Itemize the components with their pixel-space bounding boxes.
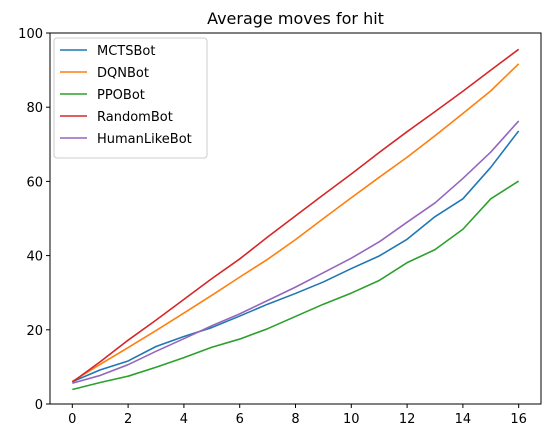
y-tick-label: 60 — [26, 175, 43, 190]
x-tick-label: 4 — [180, 412, 188, 427]
legend-label-mctsbot: MCTSBot — [97, 44, 155, 59]
legend-label-ppobot: PPOBot — [97, 88, 145, 103]
x-axis: 0 2 4 6 8 10 12 14 16 — [68, 404, 527, 427]
x-tick-label: 10 — [343, 412, 360, 427]
x-tick-label: 14 — [455, 412, 472, 427]
chart-title: Average moves for hit — [207, 9, 384, 28]
x-tick-label: 8 — [291, 412, 299, 427]
legend-label-humanlikebot: HumanLikeBot — [97, 132, 192, 147]
series-line-mctsbot — [72, 130, 520, 383]
legend-label-randombot: RandomBot — [97, 110, 173, 125]
x-tick-label: 16 — [510, 412, 527, 427]
legend-label-dqnbot: DQNBot — [97, 66, 149, 81]
series-line-humanlikebot — [72, 120, 520, 384]
y-tick-label: 20 — [26, 324, 43, 339]
series-line-ppobot — [72, 180, 520, 391]
y-tick-label: 100 — [18, 27, 43, 42]
series-line-randombot — [71, 48, 520, 383]
x-tick-label: 12 — [399, 412, 416, 427]
x-tick-label: 2 — [124, 412, 132, 427]
y-tick-label: 0 — [35, 398, 43, 413]
series-lines — [71, 48, 520, 391]
y-axis: 0 20 40 60 80 100 — [18, 27, 50, 413]
x-tick-label: 6 — [236, 412, 244, 427]
legend-box — [53, 37, 208, 159]
x-tick-label: 0 — [68, 412, 76, 427]
y-tick-label: 40 — [26, 250, 43, 265]
series-line-dqnbot — [71, 63, 520, 383]
y-tick-label: 80 — [26, 101, 43, 116]
legend: MCTSBot DQNBot PPOBot RandomBot HumanLikeBot — [53, 37, 208, 159]
